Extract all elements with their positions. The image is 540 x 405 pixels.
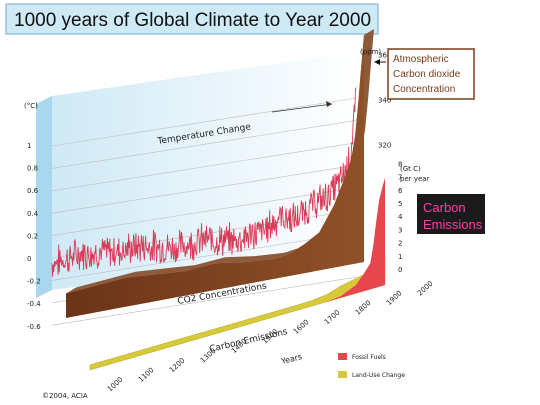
temperature-tick: 0.6 — [27, 187, 39, 195]
x-tick: 1700 — [323, 308, 342, 326]
temperature-gridline — [51, 142, 357, 192]
co2-callout-box — [387, 48, 475, 100]
temperature-series-line — [51, 87, 357, 277]
temperature-tick-labels: 1 0.8 0.6 0.4 0.2 0 -0.2 -0.4 -0.6 — [27, 142, 41, 331]
emissions-tick: 5 — [398, 200, 402, 208]
temperature-gridline — [51, 97, 357, 147]
emissions-tick: 7 — [398, 174, 402, 182]
chart-title: 1000 years of Global Climate to Year 200… — [14, 10, 371, 31]
temperature-gridline — [51, 120, 357, 169]
legend-swatch-land-use — [338, 371, 347, 378]
x-tick: 1200 — [168, 356, 187, 374]
co2-callout-arrowhead — [374, 59, 380, 65]
x-tick: 2000 — [416, 280, 435, 298]
temperature-tick: 0.8 — [27, 165, 38, 173]
temperature-gridline — [51, 164, 357, 214]
temperature-gridline — [51, 187, 357, 236]
co2-unit: (ppm) — [360, 48, 381, 56]
temperature-tick: 0 — [27, 255, 31, 263]
temperature-label-arrow — [271, 103, 333, 113]
co2-tick-labels: 320 340 360 — [378, 51, 391, 149]
temperature-wall — [52, 52, 356, 290]
temperature-unit: (°C) — [24, 102, 38, 110]
co2-callout-line-3: Concentration — [393, 84, 455, 95]
temperature-tick: 0.4 — [27, 210, 39, 218]
temperature-gridline — [51, 232, 357, 281]
legend-swatch-fossil-fuels — [338, 353, 347, 360]
co2-tick: 360 — [378, 51, 391, 59]
co2-tick: 340 — [378, 96, 391, 104]
temperature-tick: 1 — [27, 142, 31, 150]
temperature-tick: -0.4 — [27, 300, 41, 308]
x-axis-label: Years — [279, 352, 303, 366]
co2-ribbon-front — [66, 35, 364, 318]
emissions-callout-line-2: Emissions — [423, 217, 483, 232]
x-tick: 1800 — [354, 299, 373, 317]
x-tick: 1600 — [292, 318, 311, 336]
co2-callout-line-1: Atmospheric — [393, 54, 449, 65]
co2-tick: 320 — [378, 141, 391, 149]
credit-text: ©2004, ACIA — [42, 392, 88, 400]
x-tick: 1100 — [137, 366, 156, 384]
legend-label-fossil-fuels: Fossil Fuels — [352, 354, 386, 361]
temperature-tick: 0.2 — [27, 232, 38, 240]
legend-label-land-use: Land-Use Change — [352, 372, 405, 379]
temperature-tick: -0.6 — [27, 323, 41, 331]
x-tick: 1900 — [385, 289, 404, 307]
temperature-gridline — [51, 276, 357, 326]
emissions-tick: 6 — [398, 187, 403, 195]
temperature-arrowhead — [326, 101, 332, 107]
emissions-tick: 2 — [398, 240, 402, 248]
emissions-tick: 4 — [398, 213, 403, 221]
title-banner — [5, 3, 379, 35]
emissions-tick: 3 — [398, 226, 402, 234]
fossil-fuel-band — [311, 177, 385, 307]
emissions-callout-box — [417, 194, 485, 234]
emissions-unit-2: per year — [400, 175, 430, 183]
emissions-tick: 1 — [398, 253, 402, 261]
emissions-tick: 8 — [398, 160, 402, 168]
emissions-tick-labels: 8 7 6 5 4 3 2 1 0 — [398, 160, 403, 274]
emissions-callout-line-1: Carbon — [423, 200, 466, 215]
co2-callout-line-2: Carbon dioxide — [393, 69, 461, 80]
temperature-wall-edge — [36, 96, 52, 298]
x-tick: 1000 — [106, 376, 125, 394]
emissions-tick: 0 — [398, 266, 402, 274]
temperature-tick: -0.2 — [27, 278, 41, 286]
emissions-unit-1: (Gt C) — [400, 165, 421, 173]
